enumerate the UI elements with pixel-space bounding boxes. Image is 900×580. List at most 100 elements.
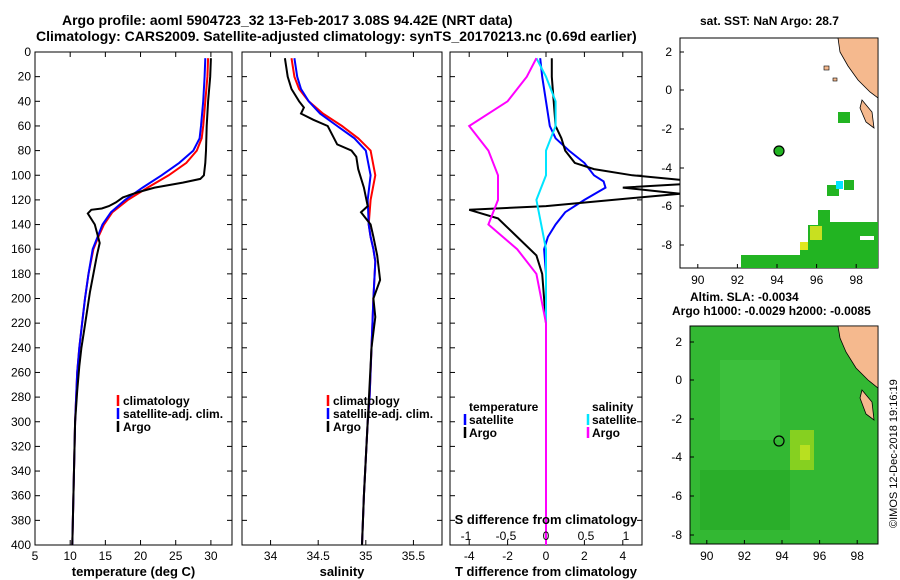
y-tick-label: 300 bbox=[11, 415, 31, 429]
series-line-argo bbox=[283, 58, 382, 546]
sla-map bbox=[689, 325, 879, 545]
sst-map-x-tick: 92 bbox=[731, 273, 745, 287]
legend-label: Argo bbox=[123, 420, 151, 434]
sst-map-y-tick: 2 bbox=[665, 45, 672, 59]
legend-label: satellite bbox=[469, 413, 514, 427]
difference-xlabel: T difference from climatology bbox=[455, 564, 638, 579]
sla-map-y-tick: -4 bbox=[671, 450, 682, 464]
y-tick-label: 200 bbox=[11, 292, 31, 306]
sst-map-x-tick: 98 bbox=[850, 273, 864, 287]
s-diff-tick-label: -0.5 bbox=[496, 529, 517, 543]
x-tick-label: 20 bbox=[134, 549, 148, 563]
y-tick-label: 120 bbox=[11, 193, 31, 207]
series-line-s-argo bbox=[467, 57, 547, 545]
x-tick-label: 5 bbox=[32, 549, 39, 563]
legend-label: climatology bbox=[123, 394, 190, 408]
salinity-xlabel: salinity bbox=[320, 564, 366, 579]
sst-patch bbox=[860, 236, 874, 240]
x-tick-label: -2 bbox=[502, 549, 513, 563]
temperature-panel: 5 10 15 20 25 3002040608010012014016018020022… bbox=[11, 45, 233, 579]
legend-label: Argo bbox=[333, 420, 361, 434]
sst-map-x-tick: 94 bbox=[770, 273, 784, 287]
x-tick-label: -4 bbox=[464, 549, 475, 563]
sst-map-title: sat. SST: NaN Argo: 28.7 bbox=[700, 14, 839, 28]
y-tick-label: 340 bbox=[11, 464, 31, 478]
series-line-argo bbox=[71, 58, 212, 546]
x-tick-label: 2 bbox=[581, 549, 588, 563]
s-diff-axis-label: S difference from climatology bbox=[455, 512, 639, 527]
land-sumatra-north bbox=[837, 37, 879, 99]
series-line-t-satellite bbox=[539, 58, 607, 545]
x-tick-label: 35.5 bbox=[402, 549, 426, 563]
series-line-satellite-adj-clim- bbox=[71, 58, 207, 546]
y-tick-label: 60 bbox=[18, 119, 32, 133]
argo-location-marker-sla bbox=[773, 435, 785, 447]
series-line-satellite-adj-clim- bbox=[293, 58, 377, 546]
s-diff-tick-label: -1 bbox=[461, 529, 472, 543]
sla-map-title-line1: Altim. SLA: -0.0034 bbox=[690, 290, 799, 304]
sla-patch bbox=[700, 470, 790, 530]
series-line-climatology bbox=[71, 58, 210, 546]
y-tick-label: 280 bbox=[11, 390, 31, 404]
x-tick-label: 0 bbox=[543, 549, 550, 563]
legend-label: Argo bbox=[469, 426, 497, 440]
y-tick-label: 260 bbox=[11, 365, 31, 379]
legend-label: salinity bbox=[592, 400, 634, 414]
legend-label: Argo bbox=[592, 426, 620, 440]
x-tick-label: 25 bbox=[169, 549, 183, 563]
argo-location-marker bbox=[773, 145, 785, 157]
land-island bbox=[859, 99, 875, 129]
s-diff-tick-label: 0.5 bbox=[578, 529, 595, 543]
x-tick-label: 34 bbox=[264, 549, 278, 563]
sst-map-y-tick: -4 bbox=[661, 161, 672, 175]
sst-map bbox=[679, 37, 879, 269]
sst-map-y-tick: -2 bbox=[661, 122, 672, 136]
sla-map-y-tick: 0 bbox=[675, 373, 682, 387]
y-tick-label: 220 bbox=[11, 316, 31, 330]
sla-map-x-tick: 96 bbox=[813, 549, 827, 563]
legend-label: satellite bbox=[592, 413, 637, 427]
y-tick-label: 100 bbox=[11, 168, 31, 182]
credit-text: ©IMOS 12-Dec-2018 19:16:19 bbox=[888, 379, 900, 528]
sla-map-x-tick: 90 bbox=[700, 549, 714, 563]
y-tick-label: 400 bbox=[11, 538, 31, 552]
series-line-t-argo bbox=[468, 58, 710, 545]
x-tick-label: 10 bbox=[63, 549, 77, 563]
y-tick-label: 40 bbox=[18, 94, 32, 108]
sst-patch bbox=[827, 185, 839, 196]
land-island-sla bbox=[859, 389, 875, 421]
y-tick-label: 140 bbox=[11, 218, 31, 232]
sla-patch bbox=[800, 445, 810, 460]
sst-map-y-tick: 0 bbox=[665, 83, 672, 97]
land-islet bbox=[823, 65, 830, 71]
legend-label: climatology bbox=[333, 394, 400, 408]
sst-patch bbox=[800, 242, 808, 250]
s-diff-tick-label: 1 bbox=[623, 529, 630, 543]
sla-map-x-tick: 94 bbox=[775, 549, 789, 563]
sst-map-x-tick: 90 bbox=[691, 273, 705, 287]
land-islet bbox=[832, 77, 838, 82]
s-diff-tick-label: 0 bbox=[543, 529, 550, 543]
series-line-climatology bbox=[290, 58, 377, 546]
sst-patch bbox=[844, 180, 854, 190]
sst-map-y-tick: -8 bbox=[661, 238, 672, 252]
salinity-panel: 34 34.5 35 35.5 salinity climatologysatellite… bbox=[241, 51, 443, 579]
x-tick-label: 35 bbox=[359, 549, 373, 563]
y-tick-label: 380 bbox=[11, 513, 31, 527]
y-tick-label: 80 bbox=[18, 144, 32, 158]
sla-map-y-tick: -2 bbox=[671, 412, 682, 426]
sst-patch bbox=[838, 112, 850, 123]
difference-panel: -4 -2 0 2 4T difference from climatology temp… bbox=[449, 51, 710, 579]
sla-map-y-tick: 2 bbox=[675, 335, 682, 349]
x-tick-label: 15 bbox=[99, 549, 113, 563]
sst-map-x-tick: 96 bbox=[810, 273, 824, 287]
sst-map-y-tick: -6 bbox=[661, 199, 672, 213]
sst-patch-south bbox=[741, 210, 878, 268]
y-tick-label: 240 bbox=[11, 341, 31, 355]
x-tick-label: 4 bbox=[619, 549, 626, 563]
figure-title-line2: Climatology: CARS2009. Satellite-adjuste… bbox=[36, 28, 637, 44]
figure-title-line1: Argo profile: aoml 5904723_32 13-Feb-201… bbox=[62, 12, 513, 28]
legend-label: temperature bbox=[469, 400, 539, 414]
sst-patch bbox=[810, 226, 822, 240]
